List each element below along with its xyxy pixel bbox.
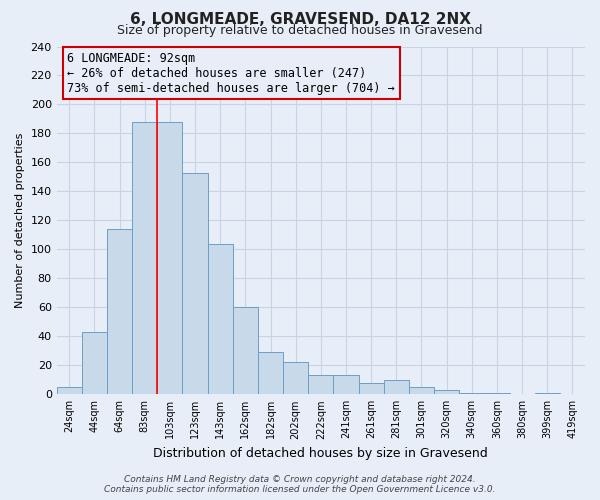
Bar (258, 352, 283, 395)
Bar (434, 390, 459, 394)
Text: Size of property relative to detached houses in Gravesend: Size of property relative to detached ho… (117, 24, 483, 37)
Bar (308, 376, 334, 394)
Bar (233, 308, 258, 394)
Bar (283, 362, 308, 394)
Bar (409, 387, 434, 394)
Bar (535, 393, 560, 394)
Text: 6, LONGMEADE, GRAVESEND, DA12 2NX: 6, LONGMEADE, GRAVESEND, DA12 2NX (130, 12, 470, 28)
Text: Contains HM Land Registry data © Crown copyright and database right 2024.
Contai: Contains HM Land Registry data © Crown c… (104, 474, 496, 494)
Bar (334, 376, 359, 394)
Bar (208, 244, 233, 394)
Bar (484, 393, 509, 394)
X-axis label: Distribution of detached houses by size in Gravesend: Distribution of detached houses by size … (154, 447, 488, 460)
Y-axis label: Number of detached properties: Number of detached properties (15, 132, 25, 308)
Bar (384, 380, 409, 394)
Bar (182, 172, 208, 394)
Bar (132, 122, 157, 394)
Bar (82, 332, 107, 394)
Bar (359, 382, 384, 394)
Bar (157, 122, 182, 394)
Bar (56, 387, 82, 394)
Bar (107, 229, 132, 394)
Bar (459, 393, 484, 394)
Text: 6 LONGMEADE: 92sqm
← 26% of detached houses are smaller (247)
73% of semi-detach: 6 LONGMEADE: 92sqm ← 26% of detached hou… (67, 52, 395, 94)
